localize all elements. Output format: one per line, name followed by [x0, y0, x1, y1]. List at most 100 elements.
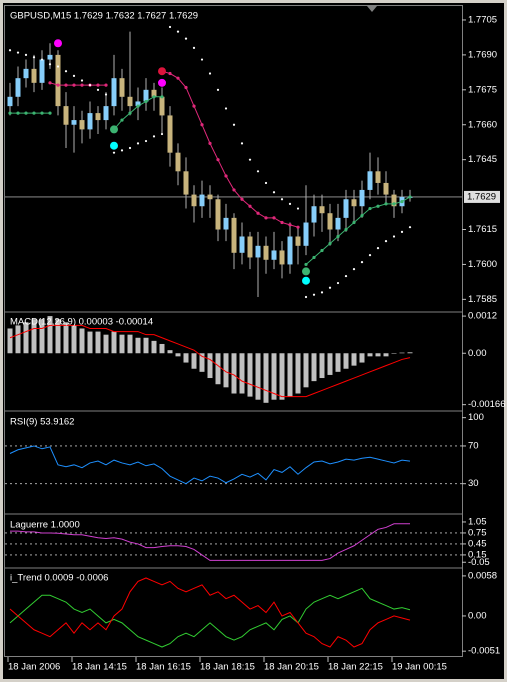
histogram-bar	[103, 334, 109, 354]
candle-body	[239, 236, 245, 253]
candle-body	[87, 113, 93, 130]
line-vertex	[304, 262, 308, 267]
line-vertex	[240, 197, 244, 201]
sar-dot	[312, 293, 316, 296]
histogram-bar	[391, 353, 397, 354]
panel-title: MACD(12,26,9) 0.00003 -0.00014	[10, 317, 153, 328]
signal-marker	[158, 67, 166, 76]
histogram-bar	[343, 353, 349, 369]
candle-body	[167, 115, 173, 153]
candle-body	[47, 54, 53, 60]
sar-dot	[384, 240, 388, 243]
x-tick-label: 18 Jan 16:15	[136, 662, 191, 673]
y-tick-label: 1.7705	[468, 14, 497, 25]
histogram-bar	[31, 319, 37, 354]
histogram-bar	[175, 353, 181, 357]
line-vertex	[120, 118, 124, 122]
histogram-bar	[167, 350, 173, 354]
histogram-bar	[215, 353, 221, 385]
candle-body	[119, 78, 125, 97]
y-tick-label: 1.7615	[468, 224, 497, 235]
sar-dot	[224, 107, 228, 110]
sar-dot	[352, 267, 356, 271]
line-vertex	[152, 95, 156, 99]
candle-body	[191, 194, 197, 207]
histogram-bar	[111, 331, 117, 354]
sar-dot	[400, 230, 404, 233]
histogram-bar	[191, 353, 197, 369]
histogram-bar	[255, 353, 261, 400]
candle-body	[183, 171, 189, 195]
y-tick-label: 0.15	[468, 549, 487, 560]
line-vertex	[176, 76, 180, 80]
sar-dot	[232, 123, 236, 126]
histogram-bar	[119, 334, 125, 354]
sar-dot	[160, 132, 164, 136]
line-vertex	[80, 83, 84, 87]
histogram-bar	[383, 353, 389, 357]
candle-body	[327, 213, 333, 230]
panel-title: i_Trend 0.0009 -0.0006	[10, 573, 108, 584]
sar-dot	[216, 88, 220, 91]
line-vertex	[376, 204, 380, 208]
x-tick-label: 18 Jan 2006	[8, 662, 60, 673]
candle-body	[247, 236, 253, 258]
y-tick-label: 1.7675	[468, 84, 497, 95]
candle-body	[135, 101, 141, 107]
sar-dot	[288, 202, 292, 206]
line-vertex	[392, 202, 396, 206]
candle-body	[319, 206, 325, 214]
sar-dot	[72, 74, 76, 77]
signal-marker	[110, 125, 118, 134]
sar-dot	[56, 65, 60, 68]
candle-body	[271, 250, 277, 260]
signal-marker	[302, 267, 310, 276]
line-vertex	[344, 227, 348, 232]
candle-body	[255, 245, 261, 258]
y-tick-label: 0.00	[468, 348, 487, 359]
y-tick-label: 70	[468, 440, 479, 451]
sar-dot	[344, 274, 348, 278]
histogram-bar	[399, 352, 405, 354]
candle-body	[199, 194, 205, 207]
last-price-box	[464, 190, 500, 203]
candle-body	[303, 222, 309, 246]
line-vertex	[280, 220, 284, 225]
line-vertex	[184, 85, 188, 90]
histogram-bar	[311, 353, 317, 382]
chart-shift-marker	[367, 6, 377, 12]
sar-dot	[296, 207, 300, 210]
histogram-bar	[223, 353, 229, 388]
candle-body	[103, 106, 109, 121]
line-vertex	[56, 83, 60, 87]
line-vertex	[256, 211, 260, 215]
sar-dot	[24, 53, 28, 56]
line-vertex	[352, 220, 356, 225]
y-tick-label: 0.45	[468, 538, 487, 549]
histogram-bar	[303, 353, 309, 388]
sar-dot	[264, 181, 268, 185]
panel-title: Laguerre 1.0000	[10, 520, 80, 531]
line-vertex	[360, 213, 364, 218]
line-vertex	[160, 95, 164, 99]
y-tick-label: 1.05	[468, 516, 487, 527]
line-vertex	[248, 204, 252, 208]
candle-body	[127, 96, 133, 107]
sar-dot	[176, 30, 180, 33]
sar-dot	[128, 146, 132, 150]
x-tick-label: 18 Jan 18:15	[200, 662, 255, 673]
sar-dot	[16, 51, 20, 54]
line-vertex	[408, 195, 412, 199]
candle-body	[311, 206, 317, 223]
chart-background	[3, 3, 504, 679]
histogram-bar	[159, 343, 165, 354]
histogram-bar	[351, 353, 357, 366]
line-vertex	[224, 174, 228, 178]
sar-dot	[80, 79, 84, 82]
y-tick-label: 0.0058	[468, 570, 497, 581]
candle-body	[31, 68, 37, 83]
candle-body	[23, 68, 29, 79]
signal-marker	[54, 39, 62, 48]
histogram-bar	[79, 328, 85, 354]
